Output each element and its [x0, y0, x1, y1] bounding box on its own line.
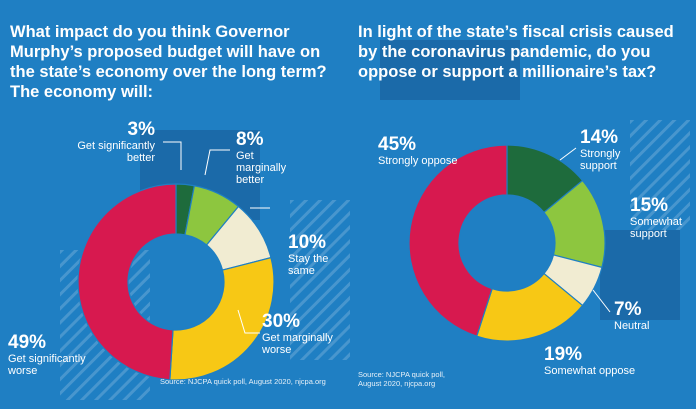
slice-label-marginally-better: 8% Get marginally better — [236, 129, 336, 187]
leader-line — [592, 289, 611, 313]
value-label: 14% — [580, 127, 619, 148]
source-note: Source: NJCPA quick poll, August 2020, n… — [358, 370, 445, 388]
category-label: Strongly oppose — [378, 155, 458, 167]
donut-slices — [408, 144, 606, 342]
category-label: Neutral — [614, 320, 650, 332]
category-label: Somewhat oppose — [544, 365, 636, 377]
value-label: 7% — [614, 299, 642, 320]
donut-slice-strongly-oppose — [408, 144, 508, 337]
donut-chart-left — [77, 141, 275, 381]
category-label: Strongly support — [580, 148, 621, 172]
category-label: Get significantly better — [77, 140, 155, 164]
donut-chart-right — [408, 144, 611, 342]
chart-panel-left: What impact do you think Governor Murphy… — [8, 23, 348, 386]
slice-label-somewhat-oppose: 19% Somewhat oppose — [544, 344, 654, 378]
slice-label-strongly-support: 14% Strongly support — [580, 127, 660, 173]
leader-line — [204, 149, 230, 176]
donut-slices — [77, 183, 275, 381]
slice-label-strongly-oppose: 45% Strongly oppose — [378, 134, 458, 168]
donut-slice-get-marginally-worse — [169, 256, 275, 381]
chart-title: In light of the state’s fiscal crisis ca… — [358, 23, 674, 81]
value-label: 10% — [288, 232, 327, 253]
source-note: Source: NJCPA quick poll, August 2020, n… — [160, 377, 326, 386]
slice-label-neutral: 7% Neutral — [614, 299, 674, 333]
slice-label-significantly-worse: 49% Get significantly worse — [8, 332, 108, 378]
value-label: 8% — [236, 129, 264, 150]
value-label: 3% — [127, 119, 155, 140]
leader-line — [559, 147, 577, 161]
slice-label-significantly-better: 3% Get significantly better — [55, 119, 155, 165]
category-label: Stay the same — [288, 253, 329, 277]
leader-line — [163, 141, 182, 170]
donut-slice-get-significantly-worse — [77, 183, 177, 381]
chart-panel-right: In light of the state’s fiscal crisis ca… — [348, 0, 696, 409]
category-label: Somewhat support — [630, 216, 682, 240]
leader-line — [237, 309, 260, 334]
value-label: 45% — [378, 134, 417, 155]
value-label: 15% — [630, 195, 669, 216]
leader-lines — [559, 147, 611, 313]
slice-label-marginally-worse: 30% Get marginally worse — [262, 311, 348, 357]
category-label: Get significantly worse — [8, 353, 86, 377]
category-label: Get marginally better — [236, 150, 287, 186]
leader-lines — [163, 141, 270, 334]
chart-title: What impact do you think Governor Murphy… — [10, 23, 327, 101]
category-label: Get marginally worse — [262, 332, 333, 356]
value-label: 49% — [8, 332, 47, 353]
slice-label-somewhat-support: 15% Somewhat support — [630, 195, 694, 241]
donut-slice-somewhat-oppose — [475, 272, 584, 342]
value-label: 19% — [544, 344, 583, 365]
slice-label-stay-the-same: 10% Stay the same — [288, 232, 346, 278]
value-label: 30% — [262, 311, 301, 332]
